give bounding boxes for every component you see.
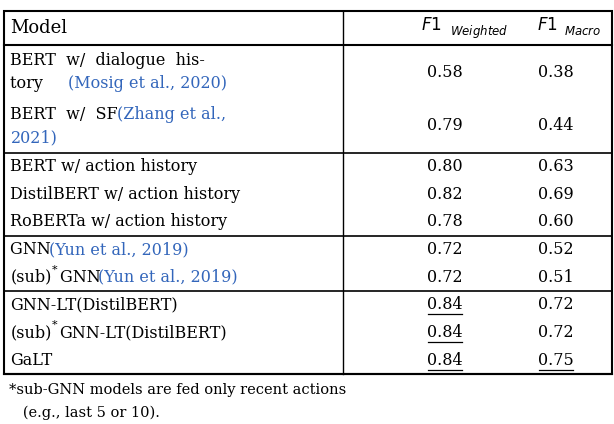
Text: 0.72: 0.72: [538, 324, 573, 341]
Text: GaLT: GaLT: [10, 352, 53, 369]
Text: (Mosig et al., 2020): (Mosig et al., 2020): [68, 75, 227, 92]
Text: 0.72: 0.72: [427, 241, 463, 258]
Text: Model: Model: [10, 19, 68, 37]
Text: 0.60: 0.60: [538, 213, 573, 230]
Bar: [4, 11, 612, 374]
Text: (Yun et al., 2019): (Yun et al., 2019): [49, 241, 188, 258]
Text: GNN: GNN: [60, 269, 106, 286]
Text: 0.80: 0.80: [427, 158, 463, 175]
Text: *: *: [52, 265, 57, 275]
Text: 0.69: 0.69: [538, 186, 573, 203]
Text: GNN-LT(DistilBERT): GNN-LT(DistilBERT): [60, 324, 227, 341]
Text: (e.g., last 5 or 10).: (e.g., last 5 or 10).: [9, 406, 160, 420]
Text: 0.44: 0.44: [538, 117, 573, 134]
Text: (sub): (sub): [10, 269, 52, 286]
Text: 0.78: 0.78: [427, 213, 463, 230]
Text: GNN-LT(DistilBERT): GNN-LT(DistilBERT): [10, 296, 178, 313]
Text: 0.84: 0.84: [427, 352, 463, 369]
Text: *sub-GNN models are fed only recent actions: *sub-GNN models are fed only recent acti…: [9, 382, 346, 396]
Text: 0.82: 0.82: [427, 186, 463, 203]
Text: 0.84: 0.84: [427, 324, 463, 341]
Text: (Zhang et al.,: (Zhang et al.,: [117, 106, 226, 123]
Text: 0.51: 0.51: [538, 269, 573, 286]
Text: $\mathit{Weighted}$: $\mathit{Weighted}$: [450, 23, 508, 40]
Text: 0.38: 0.38: [538, 64, 573, 81]
Text: tory: tory: [10, 75, 49, 92]
Text: $\mathit{F1}$: $\mathit{F1}$: [421, 17, 441, 34]
Text: *: *: [52, 320, 57, 330]
Text: GNN: GNN: [10, 241, 56, 258]
Text: 0.58: 0.58: [427, 64, 463, 81]
Text: 0.63: 0.63: [538, 158, 573, 175]
Text: $\mathit{F1}$: $\mathit{F1}$: [537, 17, 558, 34]
Text: RoBERTa w/ action history: RoBERTa w/ action history: [10, 213, 228, 230]
Text: 0.84: 0.84: [427, 296, 463, 313]
Text: BERT w/ action history: BERT w/ action history: [10, 158, 198, 175]
Text: (Yun et al., 2019): (Yun et al., 2019): [98, 269, 238, 286]
Text: 2021): 2021): [10, 129, 57, 146]
Text: BERT  w/  SF: BERT w/ SF: [10, 106, 128, 123]
Text: BERT  w/  dialogue  his-: BERT w/ dialogue his-: [10, 52, 205, 69]
Text: (sub): (sub): [10, 324, 52, 341]
Text: 0.72: 0.72: [427, 269, 463, 286]
Text: $\mathit{Macro}$: $\mathit{Macro}$: [564, 25, 601, 38]
Text: 0.72: 0.72: [538, 296, 573, 313]
Text: 0.52: 0.52: [538, 241, 573, 258]
Text: 0.75: 0.75: [538, 352, 573, 369]
Text: DistilBERT w/ action history: DistilBERT w/ action history: [10, 186, 241, 203]
Text: 0.79: 0.79: [427, 117, 463, 134]
